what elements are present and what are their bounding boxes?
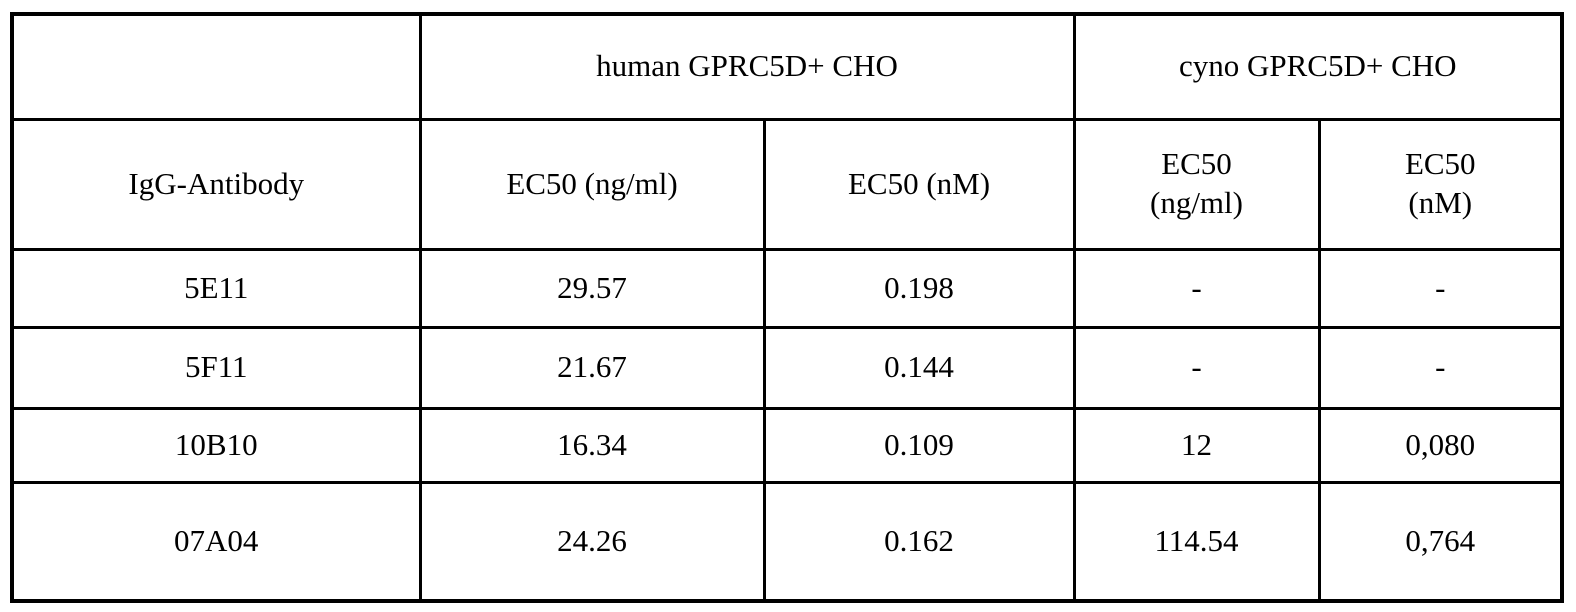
group-header-human: human GPRC5D+ CHO (418, 12, 1076, 121)
col-header-cyno-ec50-ngml: EC50 (ng/ml) (1072, 117, 1321, 251)
human-ec50-nm-cell: 0.198 (762, 247, 1076, 329)
human-ec50-ngml-cell: 21.67 (418, 325, 766, 410)
group-header-cyno: cyno GPRC5D+ CHO (1072, 12, 1564, 121)
antibody-cell: 5E11 (10, 247, 422, 329)
col-header-cyno-ec50-nm: EC50 (nM) (1317, 117, 1564, 251)
cyno-ec50-ngml-cell: - (1072, 247, 1321, 329)
table-row-column-headers: IgG-Antibody EC50 (ng/ml) EC50 (nM) EC50… (10, 117, 1564, 251)
antibody-cell: 07A04 (10, 480, 422, 603)
table-row: 5F11 21.67 0.144 - - (10, 325, 1564, 410)
table-row-group-headers: human GPRC5D+ CHO cyno GPRC5D+ CHO (10, 12, 1564, 121)
antibody-cell: 10B10 (10, 406, 422, 484)
human-ec50-nm-cell: 0.144 (762, 325, 1076, 410)
cyno-ec50-nm-cell: - (1317, 325, 1564, 410)
human-ec50-ngml-cell: 29.57 (418, 247, 766, 329)
table-row: 5E11 29.57 0.198 - - (10, 247, 1564, 329)
cyno-ec50-ngml-cell: - (1072, 325, 1321, 410)
col-header-human-ec50-nm: EC50 (nM) (762, 117, 1076, 251)
corner-cell (10, 12, 422, 121)
cyno-ec50-ngml-cell: 12 (1072, 406, 1321, 484)
cyno-ec50-nm-cell: 0,764 (1317, 480, 1564, 603)
col-header-human-ec50-ngml: EC50 (ng/ml) (418, 117, 766, 251)
antibody-cell: 5F11 (10, 325, 422, 410)
human-ec50-ngml-cell: 24.26 (418, 480, 766, 603)
table-row: 07A04 24.26 0.162 114.54 0,764 (10, 480, 1564, 603)
table-row: 10B10 16.34 0.109 12 0,080 (10, 406, 1564, 484)
human-ec50-nm-cell: 0.109 (762, 406, 1076, 484)
cyno-ec50-nm-cell: 0,080 (1317, 406, 1564, 484)
ec50-table: human GPRC5D+ CHO cyno GPRC5D+ CHO IgG-A… (10, 12, 1564, 603)
human-ec50-ngml-cell: 16.34 (418, 406, 766, 484)
cyno-ec50-nm-cell: - (1317, 247, 1564, 329)
cyno-ec50-ngml-cell: 114.54 (1072, 480, 1321, 603)
col-header-antibody: IgG-Antibody (10, 117, 422, 251)
human-ec50-nm-cell: 0.162 (762, 480, 1076, 603)
